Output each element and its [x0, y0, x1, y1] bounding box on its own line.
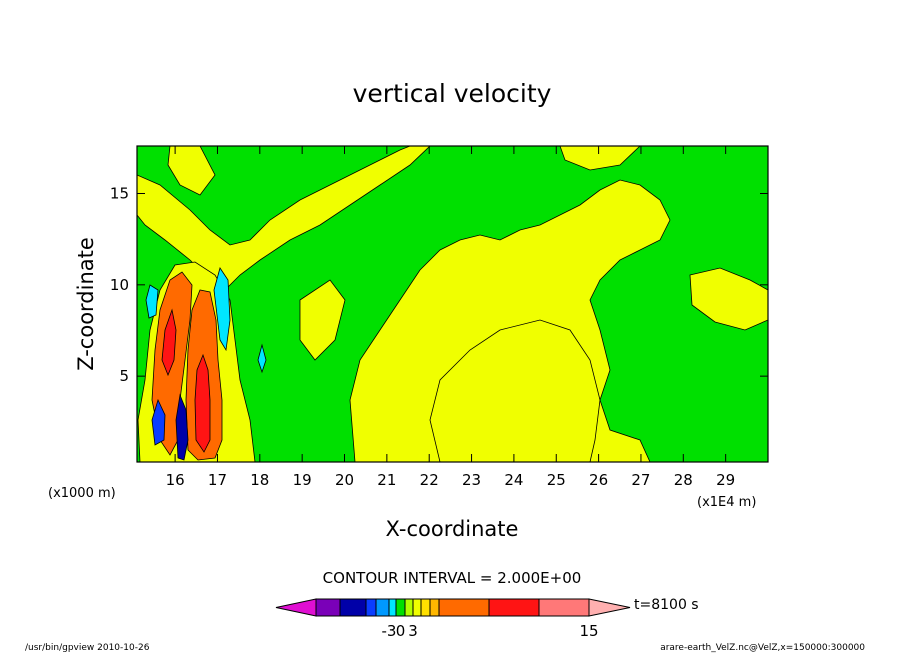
x-tick-label: 18 — [250, 471, 269, 489]
yellow-region-right-top — [559, 146, 641, 171]
x-tick-label: 27 — [631, 471, 650, 489]
x-tick-label: 17 — [208, 471, 227, 489]
colorbar-swatch — [404, 598, 414, 617]
time-label: t=8100 s — [634, 597, 699, 613]
colorbar-swatch — [412, 598, 422, 617]
y-tick-label: 10 — [110, 276, 129, 294]
x-tick-label: 16 — [166, 471, 185, 489]
colorbar-swatch — [375, 598, 390, 617]
colorbar-arrow-low — [275, 598, 317, 617]
colorbar-label: 0 — [396, 622, 406, 640]
colorbar-swatch — [538, 598, 590, 617]
colorbar-swatch — [420, 598, 431, 617]
y-tick-label: 15 — [110, 184, 129, 202]
downdraft-cyan-4 — [257, 343, 267, 374]
yellow-region-mid — [299, 279, 346, 361]
colorbar: -3 0 3 15 — [275, 598, 631, 640]
x-tick-label: 19 — [293, 471, 312, 489]
x-tick-label: 23 — [462, 471, 481, 489]
chart-title: vertical velocity — [353, 79, 552, 108]
x-axis-label: X-coordinate — [386, 517, 519, 541]
yellow-region-right — [689, 267, 768, 331]
x-tick-label: 24 — [504, 471, 523, 489]
x-unit-right: (x1E4 m) — [697, 495, 756, 510]
downdraft-blue-3 — [151, 398, 166, 446]
colorbar-swatch — [488, 598, 540, 617]
contour-interval-text: CONTOUR INTERVAL = 2.000E+00 — [323, 569, 582, 587]
colorbar-label: 3 — [408, 622, 418, 640]
colorbar-swatch — [339, 598, 367, 617]
colorbar-swatch — [365, 598, 377, 617]
downdraft-cyan-2 — [145, 284, 159, 319]
downdraft-cyan-1 — [213, 267, 231, 352]
x-tick-label: 20 — [335, 471, 354, 489]
colorbar-label: 15 — [579, 622, 598, 640]
plot-area: 16 17 18 19 20 21 22 23 24 25 26 27 28 29 5 10 15 — [110, 145, 769, 489]
colorbar-label: -3 — [382, 622, 397, 640]
x-tick-label: 28 — [674, 471, 693, 489]
colorbar-swatch — [429, 598, 440, 617]
updraft-core-1 — [194, 353, 211, 453]
y-axis-label: Z-coordinate — [74, 237, 98, 371]
yellow-region-2 — [429, 319, 601, 462]
x-unit-left: (x1000 m) — [48, 486, 116, 501]
colorbar-swatch — [438, 598, 490, 617]
footer-left: /usr/bin/gpview 2010-10-26 — [25, 643, 150, 653]
x-axis: 16 17 18 19 20 21 22 23 24 25 26 27 28 29 — [166, 146, 735, 489]
footer-right: arare-earth_VelZ.nc@VelZ,x=150000:300000 — [660, 643, 865, 653]
x-tick-label: 29 — [716, 471, 735, 489]
colorbar-swatch — [395, 598, 406, 617]
x-tick-label: 26 — [589, 471, 608, 489]
colorbar-arrow-high — [588, 598, 631, 617]
y-tick-label: 5 — [119, 367, 129, 385]
x-tick-label: 25 — [547, 471, 566, 489]
y-axis: 5 10 15 — [110, 184, 768, 385]
plot-frame — [136, 145, 769, 463]
downdraft-core — [175, 393, 189, 461]
x-tick-label: 22 — [420, 471, 439, 489]
yellow-region-top — [167, 146, 216, 196]
contour-fill-layer — [137, 146, 768, 462]
updraft-core-2 — [161, 308, 177, 377]
colorbar-swatch — [388, 598, 397, 617]
x-tick-label: 21 — [377, 471, 396, 489]
colorbar-swatch — [315, 598, 341, 617]
